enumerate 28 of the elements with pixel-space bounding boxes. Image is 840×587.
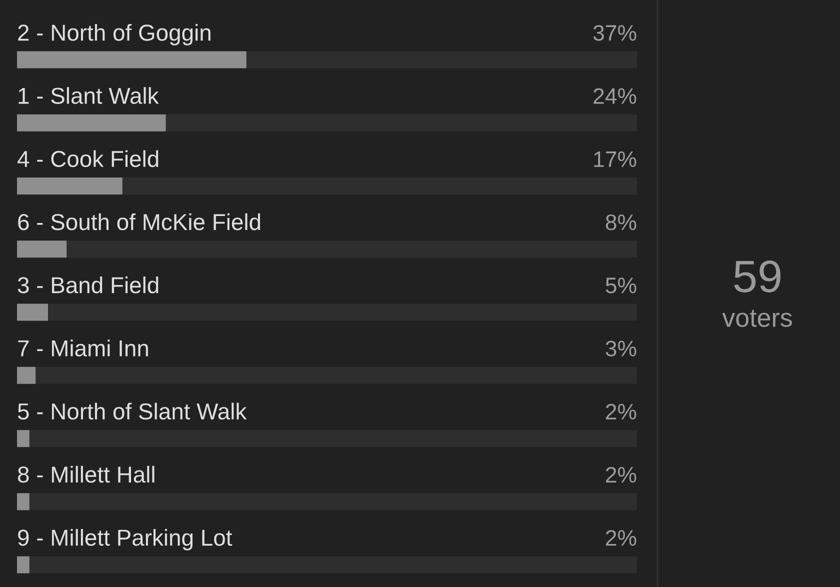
y-tick-label: 8 - Millett Hall [18, 466, 154, 483]
bar [17, 493, 30, 510]
y-tick-label: 4 - Cook Field [18, 150, 158, 168]
data-label: 37% [593, 25, 636, 41]
data-label: 24% [594, 88, 636, 104]
bar [17, 430, 30, 448]
bar [17, 178, 122, 195]
bar [17, 114, 166, 132]
data-label: 2% [606, 404, 636, 420]
y-tick-label: 6 - South of McKie Field [18, 213, 260, 230]
y-tick-label: 2 - North of Goggin [18, 24, 210, 46]
data-label: 17% [594, 151, 636, 167]
y-tick-label: 3 - Band Field [18, 276, 158, 294]
bar [17, 556, 30, 574]
data-label: 5% [606, 278, 636, 294]
text: voters [722, 310, 792, 327]
text: 59 [734, 260, 780, 292]
bar [17, 240, 67, 258]
data-label: 2% [606, 466, 636, 483]
data-label: 2% [606, 530, 636, 546]
y-tick-label: 7 - Miami Inn [18, 340, 148, 356]
bar [17, 366, 36, 384]
data-label: 8% [606, 214, 636, 230]
y-tick-label: 1 - Slant Walk [18, 87, 159, 104]
data-label: 3% [606, 340, 636, 356]
y-tick-label: 5 - North of Slant Walk [18, 402, 247, 420]
bar [17, 304, 48, 321]
y-tick-label: 9 - Millett Parking Lot [18, 528, 232, 550]
